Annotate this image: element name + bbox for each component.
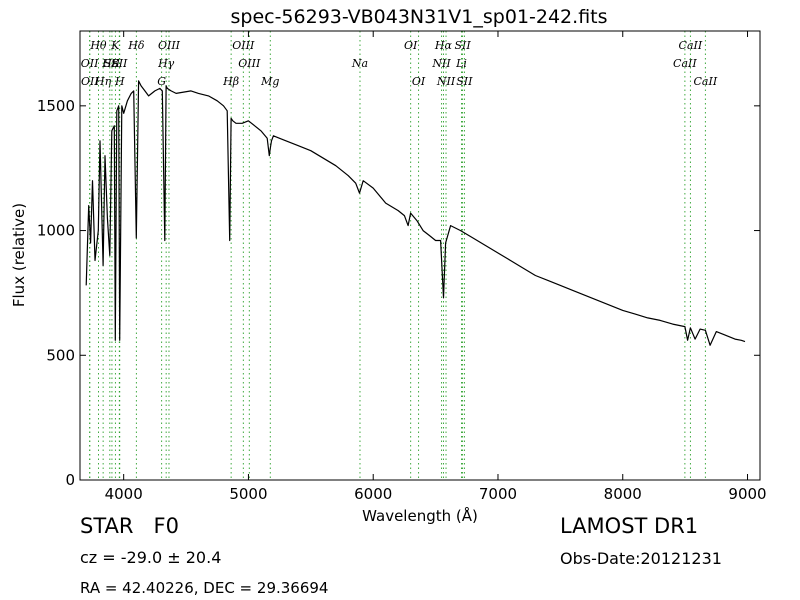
- line-label-21: NII: [431, 57, 451, 70]
- line-label-28: CaII: [694, 75, 718, 88]
- line-label-2: Hθ: [89, 39, 107, 52]
- star-classification: STAR F0: [80, 514, 179, 538]
- emission-line-markers: OIIOIIHθHηHεSIIKHSIIHδOIIIHγGOIIIOIIIHβM…: [81, 31, 718, 480]
- line-label-12: G: [157, 75, 166, 88]
- chart-title: spec-56293-VB043N31V1_sp01-242.fits: [230, 6, 607, 28]
- y-tick-label-1000: 1000: [37, 222, 75, 240]
- y-tick-label-1500: 1500: [37, 97, 75, 115]
- line-label-10: OIII: [158, 39, 181, 52]
- y-axis-label: Flux (relative): [10, 203, 28, 307]
- x-tick-label-4000: 4000: [105, 485, 143, 503]
- x-tick-label-7000: 7000: [479, 485, 517, 503]
- y-axis: 0 500 1000 1500: [37, 97, 760, 489]
- redshift-cz: cz = -29.0 ± 20.4: [80, 548, 222, 567]
- line-label-22: NII: [436, 75, 456, 88]
- line-label-8: SII: [111, 57, 128, 70]
- x-axis-label: Wavelength (Å): [362, 506, 478, 525]
- line-label-25: SII: [456, 75, 473, 88]
- line-label-14: OIII: [238, 57, 261, 70]
- y-tick-label-500: 500: [46, 346, 75, 364]
- line-label-26: CaII: [673, 57, 697, 70]
- line-label-6: K: [110, 39, 120, 52]
- line-label-13: OIII: [232, 39, 255, 52]
- x-axis: 4000 5000 6000 7000 8000 9000: [105, 31, 767, 503]
- line-label-23: SII: [454, 39, 471, 52]
- line-label-24: Li: [455, 57, 467, 70]
- ra-dec-coordinates: RA = 42.40226, DEC = 29.36694: [80, 579, 329, 597]
- line-label-1: OII: [81, 75, 99, 88]
- spectrum-series-0: [85, 80, 746, 346]
- x-tick-label-6000: 6000: [354, 485, 392, 503]
- line-label-20: Hα: [434, 39, 453, 52]
- y-tick-label-0: 0: [65, 471, 75, 489]
- x-tick-label-5000: 5000: [229, 485, 267, 503]
- line-label-16: Mg: [260, 75, 279, 88]
- line-label-15: Hβ: [222, 75, 239, 88]
- spectrum-layer: [85, 80, 746, 346]
- line-label-9: Hδ: [127, 39, 145, 52]
- plot-frame: [79, 30, 761, 481]
- line-label-5: SII: [104, 57, 121, 70]
- line-label-11: Hγ: [157, 57, 175, 70]
- line-label-17: Na: [351, 57, 368, 70]
- observation-date: Obs-Date:20121231: [560, 549, 722, 568]
- line-label-4: Hε: [101, 57, 118, 70]
- x-tick-label-9000: 9000: [728, 485, 766, 503]
- line-label-18: OI: [404, 39, 418, 52]
- line-label-3: Hη: [94, 75, 112, 88]
- x-tick-label-8000: 8000: [604, 485, 642, 503]
- line-label-19: OI: [412, 75, 426, 88]
- survey-name: LAMOST DR1: [560, 514, 699, 538]
- line-label-27: CaII: [679, 39, 703, 52]
